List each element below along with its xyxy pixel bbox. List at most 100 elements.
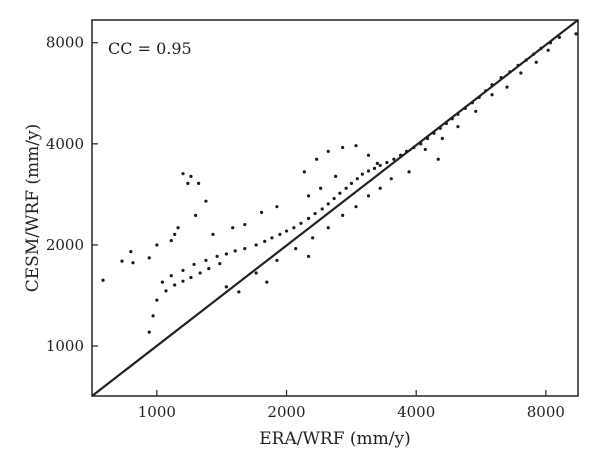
data-point	[313, 211, 317, 216]
data-point	[265, 280, 269, 284]
data-point	[151, 314, 155, 318]
data-point	[129, 250, 133, 254]
data-point	[423, 147, 427, 152]
data-point	[169, 274, 173, 278]
data-point	[243, 222, 247, 227]
data-point	[378, 163, 382, 168]
data-point	[366, 153, 371, 157]
data-point	[574, 32, 578, 36]
data-point	[385, 160, 389, 165]
data-point	[341, 145, 345, 150]
data-point	[344, 186, 348, 190]
data-point	[519, 71, 523, 75]
data-point	[534, 60, 538, 64]
data-point	[275, 205, 279, 209]
data-point	[505, 85, 509, 89]
data-point	[243, 247, 247, 251]
data-point	[147, 256, 151, 260]
data-point	[378, 186, 382, 190]
data-point	[360, 172, 364, 176]
data-point	[189, 275, 193, 280]
data-point	[173, 283, 177, 287]
data-point	[315, 157, 319, 161]
data-point	[193, 213, 198, 217]
data-point	[254, 243, 258, 247]
data-point	[546, 48, 550, 52]
data-point	[456, 125, 460, 129]
data-point	[355, 177, 359, 181]
data-point	[440, 136, 444, 141]
x-axis-ticks: 1000 2000 4000 8000	[138, 390, 565, 421]
plot-frame	[91, 19, 579, 397]
x-tick-label: 8000	[527, 403, 565, 421]
y-tick-label: 8000	[46, 34, 84, 52]
reference-line	[91, 19, 579, 397]
data-point	[231, 226, 235, 230]
data-point	[354, 144, 358, 148]
data-point	[186, 181, 190, 185]
data-point	[278, 232, 282, 236]
data-point	[259, 210, 264, 214]
data-point	[341, 213, 345, 217]
data-point	[294, 247, 298, 251]
data-point	[147, 330, 151, 334]
data-point	[292, 226, 296, 230]
data-point	[320, 207, 324, 211]
y-axis-title: CESM/WRF (mm/y)	[23, 124, 43, 293]
data-point	[155, 298, 159, 302]
x-tick-label: 2000	[267, 403, 305, 421]
data-point	[326, 149, 330, 153]
data-point	[155, 243, 159, 247]
data-point	[338, 191, 342, 195]
data-point	[474, 109, 478, 113]
data-point	[218, 261, 222, 266]
data-point	[284, 229, 289, 233]
data-point	[207, 267, 211, 271]
data-point	[311, 236, 315, 240]
data-point	[326, 226, 330, 230]
data-point	[490, 93, 494, 97]
data-point	[306, 194, 311, 198]
data-point	[334, 174, 338, 178]
data-point	[181, 268, 185, 272]
data-point	[407, 170, 411, 174]
data-point	[389, 177, 393, 181]
data-point	[375, 161, 379, 165]
data-point	[366, 194, 371, 198]
data-point	[224, 285, 228, 289]
cc-annotation: CC = 0.95	[108, 39, 192, 58]
data-point	[181, 172, 185, 176]
data-point	[204, 258, 208, 262]
x-tick-label: 1000	[138, 403, 176, 421]
y-axis-ticks: 1000 2000 4000 8000	[46, 34, 98, 355]
data-point	[299, 221, 303, 225]
data-point	[436, 157, 440, 161]
data-point	[263, 239, 267, 243]
data-point	[302, 170, 306, 174]
y-tick-label: 4000	[46, 135, 84, 153]
data-point	[366, 169, 371, 173]
data-point	[270, 236, 274, 240]
data-point	[160, 280, 164, 284]
data-point	[275, 258, 279, 262]
data-point	[181, 279, 185, 283]
data-point	[198, 271, 202, 275]
data-point	[233, 249, 237, 253]
y-tick-label: 1000	[46, 337, 84, 355]
data-point	[354, 205, 358, 209]
data-point	[254, 271, 258, 275]
data-point	[169, 239, 173, 243]
data-point	[204, 199, 208, 203]
data-point	[176, 226, 180, 230]
data-point	[131, 261, 135, 265]
data-point	[173, 232, 177, 236]
x-axis-title: ERA/WRF (mm/y)	[259, 429, 411, 449]
data-point	[189, 174, 193, 178]
data-point	[332, 196, 336, 201]
data-point	[306, 254, 311, 258]
data-point	[557, 35, 561, 39]
x-tick-label: 4000	[397, 403, 435, 421]
data-point	[349, 181, 354, 185]
data-point	[326, 202, 330, 206]
